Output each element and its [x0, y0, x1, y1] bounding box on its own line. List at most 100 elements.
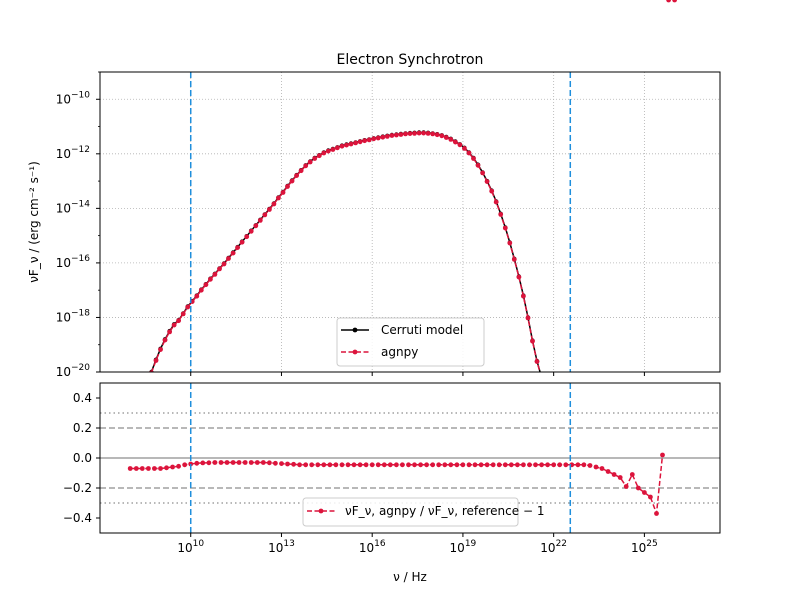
top-point-1-31	[289, 178, 295, 184]
top-point-1-74	[484, 179, 490, 185]
ratio-point-3	[146, 466, 151, 471]
top-series-agnpy	[149, 130, 541, 372]
bottom-legend-box	[302, 497, 519, 527]
ratio-point-37	[351, 462, 357, 468]
top-point-1-64	[439, 133, 445, 139]
top-legend-cerruti-label: Cerruti model	[381, 323, 463, 337]
top-point-1-2	[158, 347, 163, 352]
ratio-point-9	[182, 462, 188, 468]
ratio-point-13	[206, 460, 212, 466]
top-point-1-82	[521, 293, 526, 299]
top-point-1-51	[380, 134, 386, 140]
ratio-point-20	[248, 460, 254, 465]
vertical-markers	[189, 72, 572, 533]
top-point-1-11	[198, 287, 204, 293]
top-point-1-57	[407, 131, 413, 137]
ratio-point-38	[357, 462, 363, 468]
top-point-1-4	[167, 329, 173, 335]
ratio-point-61	[496, 462, 502, 468]
bottom-x-axis-label: ν / Hz	[393, 570, 427, 584]
ratio-point-35	[339, 462, 345, 468]
top-point-1-72	[475, 162, 481, 168]
ratio-point-25	[279, 461, 284, 466]
top-point-1-24	[257, 218, 263, 223]
ratio-point-6	[164, 465, 169, 471]
bottom-panel-series	[127, 0, 677, 516]
ratio-point-1	[133, 466, 139, 471]
bottom-xtick-label-0: 1010	[177, 539, 204, 555]
bottom-ytick-label-1: 0.2	[73, 421, 92, 435]
top-point-1-52	[384, 134, 390, 139]
top-point-1-67	[453, 139, 458, 145]
ratio-point-29	[303, 462, 309, 468]
ratio-point-34	[333, 462, 339, 468]
top-point-1-85	[534, 359, 540, 364]
top-panel-frame	[99, 71, 721, 373]
top-point-1-44	[348, 141, 354, 147]
top-point-1-46	[357, 139, 363, 145]
top-point-1-70	[466, 150, 472, 156]
top-point-1-38	[321, 150, 327, 156]
top-point-1-25	[262, 212, 268, 218]
top-point-1-42	[339, 143, 345, 149]
top-ytick-label-1: 10−12	[56, 145, 90, 161]
ratio-point-84	[635, 485, 641, 491]
top-point-1-19	[235, 245, 241, 251]
top-point-1-55	[398, 132, 404, 137]
top-point-1-7	[180, 311, 186, 317]
top-point-1-63	[434, 132, 440, 138]
ratio-point-78	[599, 466, 605, 471]
top-legend: Cerruti model agnpy	[336, 317, 485, 367]
ratio-point-89	[666, 0, 671, 3]
ratio-point-59	[484, 462, 490, 468]
ratio-point-75	[581, 462, 587, 468]
ratio-point-68	[539, 462, 544, 468]
ratio-point-22	[260, 460, 266, 465]
top-point-1-62	[430, 131, 436, 137]
ratio-point-47	[412, 462, 417, 468]
ratio-point-44	[394, 462, 399, 468]
ratio-point-62	[502, 462, 508, 468]
ratio-point-64	[515, 462, 520, 468]
top-point-1-69	[462, 146, 467, 151]
top-point-1-18	[230, 250, 236, 256]
ratio-point-66	[527, 462, 532, 468]
ratio-point-42	[381, 462, 387, 468]
top-point-1-45	[353, 140, 358, 146]
ratio-point-21	[254, 460, 260, 465]
ratio-point-45	[400, 462, 405, 468]
ratio-point-71	[557, 462, 563, 468]
ratio-point-67	[533, 462, 538, 468]
top-point-1-81	[516, 274, 522, 280]
top-point-1-61	[425, 131, 431, 136]
top-point-1-68	[457, 142, 463, 148]
ratio-point-24	[273, 460, 278, 466]
ratio-point-33	[327, 462, 333, 468]
ratio-point-5	[158, 466, 163, 471]
ratio-point-8	[176, 463, 182, 469]
ratio-point-14	[212, 460, 218, 465]
top-point-1-16	[221, 261, 227, 267]
top-panel-series	[149, 130, 541, 372]
ratio-point-65	[521, 462, 526, 468]
ratio-point-40	[369, 462, 375, 468]
ratio-point-49	[424, 462, 429, 468]
top-point-1-77	[498, 212, 504, 217]
ratio-point-41	[375, 462, 381, 468]
top-point-1-17	[226, 256, 231, 261]
top-ytick-label-3: 10−16	[56, 254, 91, 270]
top-legend-agnpy-marker	[352, 349, 358, 355]
ratio-point-77	[593, 464, 599, 470]
top-point-1-28	[276, 195, 281, 201]
top-point-1-32	[294, 173, 299, 179]
ratio-point-81	[617, 475, 623, 480]
top-point-1-80	[511, 257, 517, 262]
top-point-1-3	[162, 337, 168, 343]
top-point-1-76	[493, 199, 499, 205]
top-point-1-6	[176, 318, 182, 324]
ratio-point-28	[297, 462, 302, 468]
ratio-point-12	[200, 460, 206, 466]
ratio-point-16	[224, 460, 230, 465]
top-point-1-40	[330, 147, 336, 152]
chart-title: Electron Synchrotron	[337, 52, 484, 68]
